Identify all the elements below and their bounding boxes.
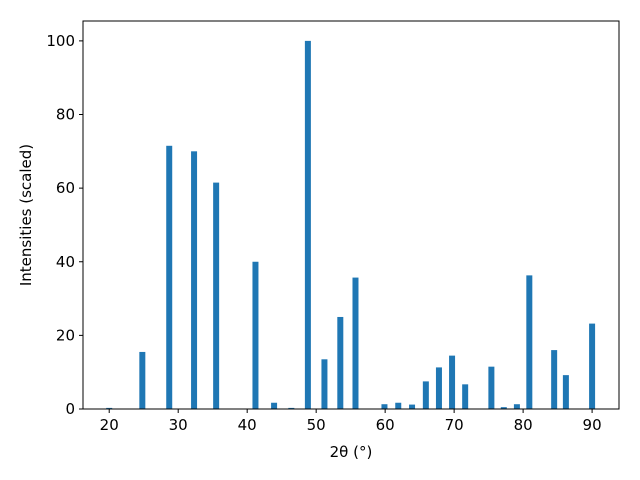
- bar: [449, 355, 456, 409]
- bar: [337, 316, 344, 409]
- bar: [462, 384, 469, 409]
- x-tick-label: 70: [445, 416, 464, 434]
- bar: [409, 404, 416, 409]
- bar: [252, 261, 259, 409]
- bar: [288, 407, 295, 409]
- plot-frame: [82, 20, 620, 410]
- bar: [395, 402, 402, 409]
- bar: [106, 407, 113, 409]
- x-tick-label: 40: [238, 416, 257, 434]
- y-tick-label: 0: [65, 400, 75, 418]
- x-tick-label: 30: [169, 416, 188, 434]
- x-tick-label: 50: [307, 416, 326, 434]
- y-tick-label: 100: [46, 32, 75, 50]
- bar: [488, 366, 495, 409]
- bar: [191, 151, 198, 409]
- x-tick-label: 20: [100, 416, 119, 434]
- bar: [166, 145, 173, 410]
- bar: [422, 381, 429, 409]
- bar: [435, 367, 442, 409]
- bar: [513, 404, 520, 409]
- bar: [213, 182, 220, 409]
- y-tick-label: 80: [56, 106, 75, 124]
- y-tick-label: 60: [56, 179, 75, 197]
- y-tick-label: 40: [56, 253, 75, 271]
- x-tick-label: 80: [514, 416, 533, 434]
- bar: [500, 407, 507, 409]
- bar: [321, 359, 328, 409]
- bar: [526, 275, 533, 409]
- y-tick-label: 20: [56, 326, 75, 344]
- bar: [589, 323, 596, 409]
- x-tick-label: 60: [376, 416, 395, 434]
- bar: [271, 402, 278, 409]
- bar: [139, 351, 146, 409]
- x-axis-label: 2θ (°): [330, 443, 373, 461]
- bar: [304, 40, 311, 409]
- bar: [551, 350, 558, 409]
- bar: [381, 404, 388, 409]
- bar: [352, 277, 359, 409]
- x-tick-label: 90: [583, 416, 602, 434]
- bar: [562, 375, 569, 409]
- y-axis-label: Intensities (scaled): [17, 144, 35, 286]
